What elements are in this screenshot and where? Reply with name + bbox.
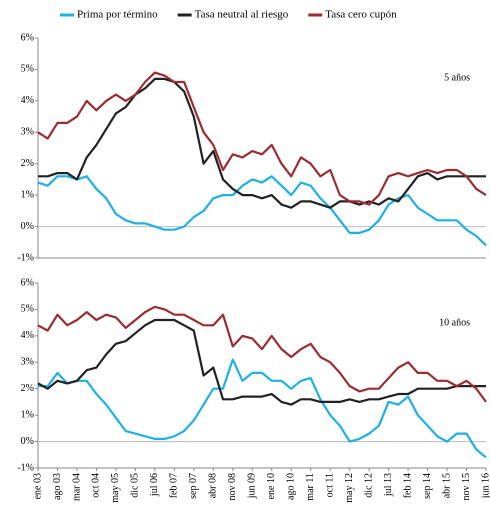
series-line bbox=[37, 175, 487, 247]
y-tick-label: 1% bbox=[21, 189, 34, 200]
x-tick-label: sep 07 bbox=[188, 473, 199, 499]
x-tick-label: ago 10 bbox=[286, 473, 297, 500]
x-tick-label: nov 08 bbox=[227, 473, 238, 501]
x-tick-label: ene 03 bbox=[32, 473, 43, 499]
series-line bbox=[38, 77, 486, 209]
series-line bbox=[37, 318, 486, 406]
series-line bbox=[38, 358, 487, 459]
legend-label: Tasa cero cupón bbox=[325, 9, 397, 21]
y-tick-label: 2% bbox=[21, 158, 34, 169]
y-tick-label: 1% bbox=[21, 409, 34, 420]
y-tick-label: 0% bbox=[21, 221, 34, 232]
x-tick-label: mar 11 bbox=[305, 473, 316, 501]
x-tick-label: abr 08 bbox=[208, 473, 219, 498]
y-tick-label: 5% bbox=[21, 64, 34, 75]
y-tick-label: 4% bbox=[21, 330, 34, 341]
x-tick-label: jul 06 bbox=[149, 473, 160, 497]
y-tick-label: 6% bbox=[21, 277, 34, 288]
x-tick-label: jun 16 bbox=[480, 473, 490, 499]
x-tick-label: ene 10 bbox=[266, 473, 277, 499]
legend-label: Prima por término bbox=[77, 9, 158, 21]
y-tick-label: 5% bbox=[21, 304, 34, 315]
y-tick-label: -1% bbox=[17, 462, 34, 473]
x-tick-label: nov 15 bbox=[461, 473, 472, 501]
legend-label: Tasa neutral al riesgo bbox=[195, 9, 289, 21]
y-tick-label: 3% bbox=[21, 357, 34, 368]
x-tick-label: jul 13 bbox=[383, 473, 394, 497]
y-tick-label: 2% bbox=[21, 383, 34, 394]
x-tick-label: may 12 bbox=[344, 473, 355, 503]
x-tick-label: jun 09 bbox=[247, 473, 258, 499]
x-tick-label: dic 12 bbox=[363, 473, 374, 498]
x-tick-label: feb 07 bbox=[169, 473, 180, 498]
x-tick-label: mar 04 bbox=[71, 473, 82, 501]
x-tick-label: oct 11 bbox=[324, 473, 335, 497]
x-tick-label: ago 03 bbox=[52, 473, 63, 500]
y-tick-label: -1% bbox=[17, 252, 34, 263]
x-tick-label: oct 04 bbox=[91, 473, 102, 498]
y-tick-label: 4% bbox=[21, 95, 34, 106]
series-line bbox=[37, 71, 487, 206]
y-tick-label: 0% bbox=[21, 436, 34, 447]
y-tick-label: 6% bbox=[21, 32, 34, 43]
x-tick-label: may 05 bbox=[110, 473, 121, 503]
x-tick-label: feb 14 bbox=[402, 473, 413, 498]
x-tick-label: dic 05 bbox=[130, 473, 141, 498]
x-tick-label: sep 14 bbox=[422, 473, 433, 499]
series-line bbox=[37, 305, 487, 403]
panel-annotation: 10 años bbox=[439, 317, 470, 328]
x-tick-label: abr 15 bbox=[441, 473, 452, 498]
panel-annotation: 5 años bbox=[444, 72, 470, 83]
y-tick-label: 3% bbox=[21, 127, 34, 138]
